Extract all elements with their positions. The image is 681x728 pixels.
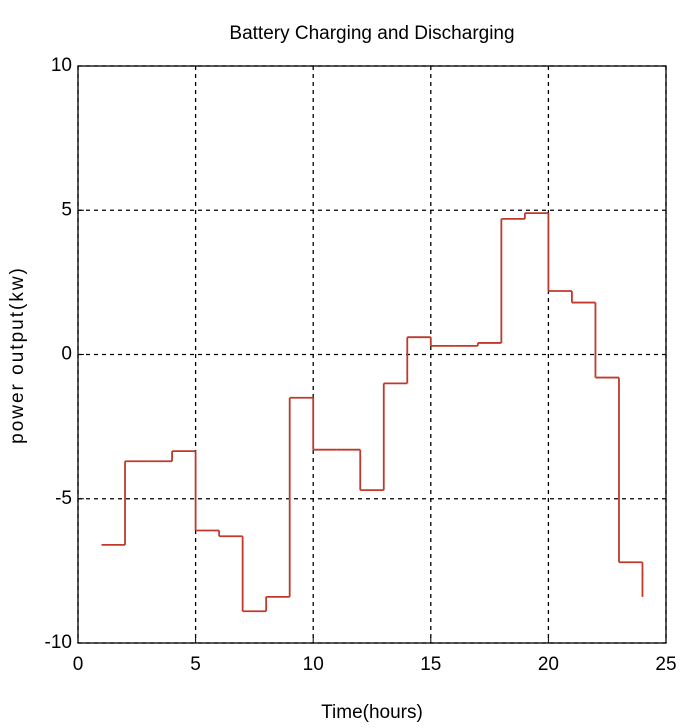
y-tick-label: -5: [55, 488, 72, 509]
chart-title: Battery Charging and Discharging: [229, 23, 514, 44]
x-tick-label: 10: [303, 654, 324, 675]
x-axis-label: Time(hours): [321, 702, 423, 723]
plot-frame: [77, 65, 667, 644]
x-tick-label: 20: [538, 654, 559, 675]
y-tick-label: 10: [51, 55, 72, 76]
x-tick-label: 0: [73, 654, 84, 675]
y-tick-label: 0: [61, 344, 72, 365]
y-tick-label: 5: [61, 199, 72, 220]
x-tick-label: 25: [655, 654, 676, 675]
y-axis-label: power output(kw): [7, 266, 28, 444]
y-tick-label: -10: [45, 632, 72, 653]
x-tick-label: 5: [190, 654, 201, 675]
x-tick-label: 15: [420, 654, 441, 675]
